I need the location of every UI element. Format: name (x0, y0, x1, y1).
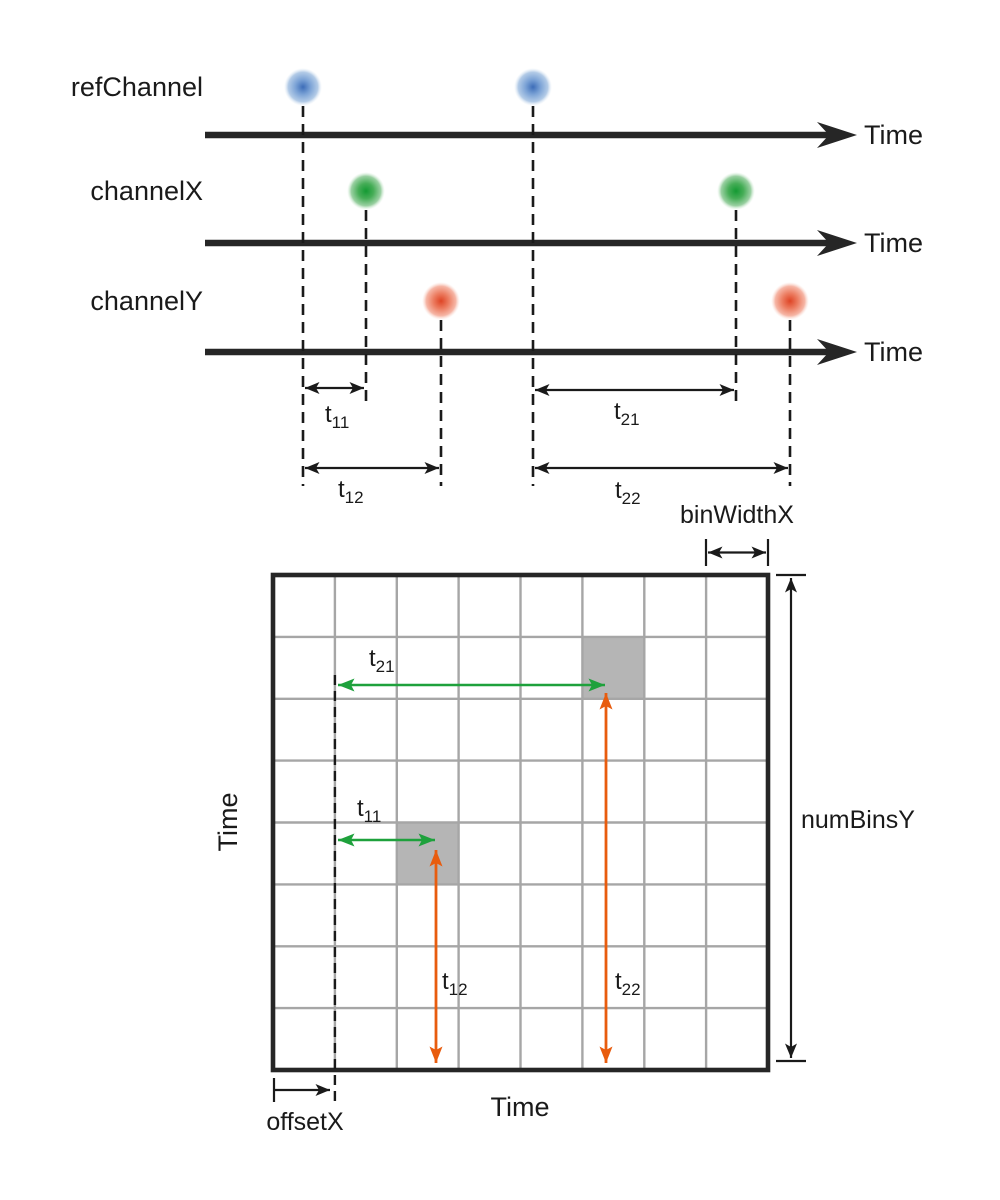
t21-sub: 21 (620, 409, 640, 429)
offset-label: offsetX (266, 1108, 344, 1136)
channelx-event-dot-1 (347, 172, 385, 210)
grid-t22-base: t (615, 968, 622, 995)
t21-base: t (614, 398, 621, 425)
t22-sub: 22 (621, 488, 641, 508)
channelx-event-dot-2 (717, 172, 755, 210)
grid-t11-base: t (357, 795, 364, 822)
t11-base: t (325, 401, 332, 428)
interval-arrows-top (305, 382, 788, 474)
grid-interval-label-t11: t11 (357, 795, 381, 825)
grid-border (270, 572, 771, 1073)
numbins-dimension (776, 573, 806, 1063)
axis-arrowhead-icon (817, 122, 857, 148)
grid-interval-label-t12: t12 (442, 968, 468, 998)
binwidth-label: binWidthX (680, 501, 794, 529)
timeline-ref-axis (205, 122, 857, 148)
grid-t12-sub: 12 (448, 979, 468, 999)
event-projection-lines (301, 106, 792, 486)
grid-t11-sub: 11 (363, 806, 382, 826)
channel-label-x: channelX (90, 176, 203, 206)
axis-arrowhead-icon (817, 230, 857, 256)
grid-t22-sub: 22 (621, 979, 641, 999)
highlighted-bin-top (582, 636, 645, 699)
offset-dimension (272, 1078, 330, 1102)
t11-sub: 11 (331, 412, 350, 432)
ref-event-dot-1 (284, 68, 322, 106)
grid-interval-label-t22: t22 (615, 968, 641, 998)
interval-label-t21: t21 (614, 398, 640, 428)
interval-label-t12: t12 (338, 476, 364, 506)
timeline-channely-axis (205, 339, 857, 365)
interval-label-t11: t11 (325, 401, 349, 431)
channel-label-ref: refChannel (70, 72, 203, 102)
t12-base: t (338, 476, 345, 503)
grid-lines (273, 575, 768, 1070)
numbins-label: numBinsY (801, 806, 915, 834)
grid-y-axis-label: Time (213, 792, 243, 852)
binwidth-dimension (704, 539, 770, 566)
ref-event-dot-2 (514, 68, 552, 106)
grid-t12-base: t (442, 968, 449, 995)
axis-arrowhead-icon (817, 339, 857, 365)
axis-label-time-1: Time (864, 120, 923, 150)
highlighted-bin-bottom (396, 822, 459, 885)
interval-label-t22: t22 (615, 477, 641, 507)
axis-label-time-3: Time (864, 337, 923, 367)
channely-event-dot-2 (771, 282, 809, 320)
timeline-channelx-axis (205, 230, 857, 256)
grid-interval-label-t21: t21 (369, 645, 395, 675)
grid-t21-sub: 21 (375, 656, 395, 676)
t22-base: t (615, 477, 622, 504)
grid-t21-base: t (369, 645, 376, 672)
axis-label-time-2: Time (864, 228, 923, 258)
t12-sub: 12 (344, 487, 364, 507)
grid-x-axis-label: Time (490, 1092, 550, 1122)
channel-label-y: channelY (90, 286, 203, 316)
channely-event-dot-1 (422, 282, 460, 320)
